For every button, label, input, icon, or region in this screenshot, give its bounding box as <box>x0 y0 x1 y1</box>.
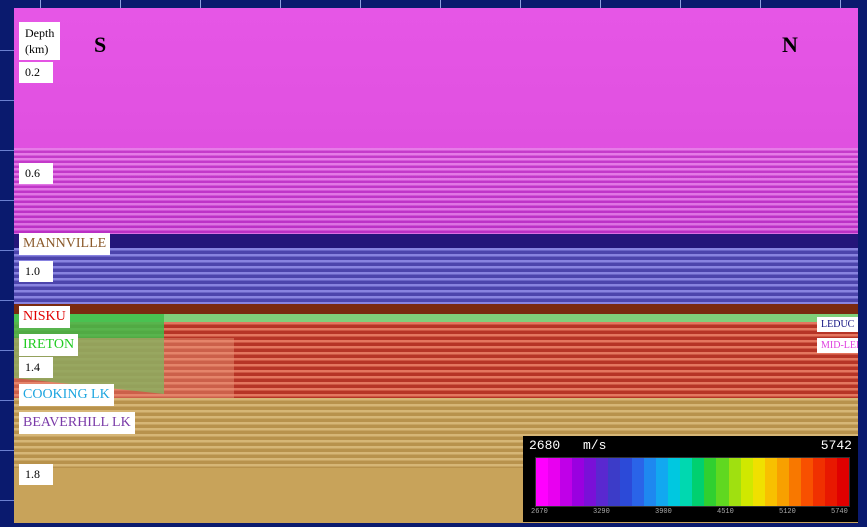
colorbar-swatch <box>548 458 560 506</box>
depth-tick-0.6: 0.6 <box>19 163 53 184</box>
south-label: S <box>94 32 106 58</box>
north-label: N <box>782 32 798 58</box>
legend-max-label: 5742 <box>821 438 852 453</box>
formation-label-leduc: LEDUC <box>817 317 858 332</box>
colorbar-swatch <box>813 458 825 506</box>
colorbar-swatch <box>777 458 789 506</box>
depth-axis-title-line2: (km) <box>25 41 54 57</box>
colorbar-swatch <box>692 458 704 506</box>
colorbar-swatch <box>644 458 656 506</box>
colorbar-swatch <box>729 458 741 506</box>
colorbar-swatch <box>837 458 849 506</box>
legend-tick-3: 4510 <box>717 508 734 516</box>
depth-tick-1.0: 1.0 <box>19 261 53 282</box>
depth-axis-title: Depth (km) <box>19 22 60 60</box>
legend-tick-4: 5120 <box>779 508 796 516</box>
colorbar-swatch <box>668 458 680 506</box>
legend-unit: m/s <box>583 438 606 453</box>
colorbar-swatch <box>656 458 668 506</box>
colorbar-swatch <box>765 458 777 506</box>
band-dark-blue <box>14 234 858 248</box>
legend-tick-1: 3290 <box>593 508 610 516</box>
colorbar-swatch <box>825 458 837 506</box>
colorbar-swatch <box>620 458 632 506</box>
formation-label-mannville: MANNVILLE <box>19 233 110 255</box>
depth-tick-1.4: 1.4 <box>19 357 53 378</box>
depth-tick-1.8: 1.8 <box>19 464 53 485</box>
colorbar-swatch <box>741 458 753 506</box>
legend-tick-5: 5740 <box>831 508 848 516</box>
colorbar-swatch <box>536 458 548 506</box>
stripes-blue <box>14 248 858 304</box>
formation-label-cooking-lk: COOKING LK <box>19 384 114 406</box>
depth-axis-title-line1: Depth <box>25 25 54 41</box>
colorbar-swatch <box>632 458 644 506</box>
colorbar-swatch <box>680 458 692 506</box>
band-dark-brown <box>14 304 858 314</box>
colorbar-swatch <box>584 458 596 506</box>
depth-tick-0.2: 0.2 <box>19 62 53 83</box>
colorbar-swatch <box>560 458 572 506</box>
colorbar-swatch <box>753 458 765 506</box>
stripes-upper <box>14 148 858 238</box>
legend-min-label: 2680 <box>529 438 560 453</box>
legend-tick-2: 3900 <box>655 508 672 516</box>
legend-tick-0: 2670 <box>531 508 548 516</box>
colorbar-swatch <box>716 458 728 506</box>
colorbar-swatch <box>596 458 608 506</box>
colorbar-swatch <box>789 458 801 506</box>
formation-label-mid-leduc: MID-LEDUC <box>817 338 858 353</box>
formation-label-beaverhill-lk: BEAVERHILL LK <box>19 412 135 434</box>
legend-colorbar <box>535 457 850 507</box>
colorbar-swatch <box>801 458 813 506</box>
formation-label-nisku: NISKU <box>19 306 70 328</box>
velocity-legend: 2680 m/s 5742 2670 3290 3900 4510 5120 5… <box>523 436 858 522</box>
formation-label-ireton: IRETON <box>19 334 78 356</box>
colorbar-swatch <box>572 458 584 506</box>
colorbar-swatch <box>608 458 620 506</box>
colorbar-swatch <box>704 458 716 506</box>
